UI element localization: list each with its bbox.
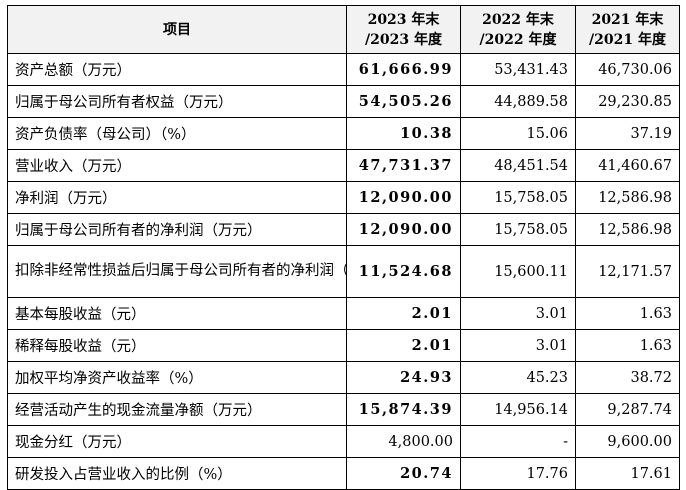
value-2022: 48,451.54 [460, 149, 576, 182]
financial-data-table: 项目 2023 年末 /2023 年度 2022 年末 /2022 年度 202… [7, 5, 680, 490]
value-2022: 15,758.05 [460, 213, 576, 246]
value-2022: 3.01 [460, 329, 576, 362]
row-label: 加权平均净资产收益率（%） [7, 361, 347, 394]
value-2022: 44,889.58 [460, 85, 576, 118]
header-2023: 2023 年末 /2023 年度 [346, 5, 461, 54]
value-2023: 11,524.68 [346, 245, 461, 298]
value-2021: 29,230.85 [575, 85, 680, 118]
header-2022-line1: 2022 年末 [482, 11, 554, 28]
row-label: 资产负债率（母公司）（%） [7, 117, 347, 150]
header-item: 项目 [7, 5, 347, 54]
row-label: 研发投入占营业收入的比例（%） [7, 457, 347, 490]
table-row: 归属于母公司所有者权益（万元） 54,505.26 44,889.58 29,2… [7, 85, 680, 118]
value-2021: 12,586.98 [575, 213, 680, 246]
value-2022: 45.23 [460, 361, 576, 394]
value-2021: 9,287.74 [575, 393, 680, 426]
value-2023: 12,090.00 [346, 181, 461, 214]
value-2023: 20.74 [346, 457, 461, 490]
value-2021: 37.19 [575, 117, 680, 150]
row-label: 营业收入（万元） [7, 149, 347, 182]
value-2023: 2.01 [346, 329, 461, 362]
table-row: 净利润（万元） 12,090.00 15,758.05 12,586.98 [7, 181, 680, 214]
table-row: 现金分红（万元） 4,800.00 - 9,600.00 [7, 425, 680, 458]
value-2022: 15,600.11 [460, 245, 576, 298]
value-2023: 54,505.26 [346, 85, 461, 118]
table-row: 经营活动产生的现金流量净额（万元） 15,874.39 14,956.14 9,… [7, 393, 680, 426]
table-header: 项目 2023 年末 /2023 年度 2022 年末 /2022 年度 202… [7, 5, 680, 54]
value-2021: 17.61 [575, 457, 680, 490]
value-2023: 12,090.00 [346, 213, 461, 246]
row-label: 归属于母公司所有者的净利润（万元） [7, 213, 347, 246]
header-2023-line1: 2023 年末 [367, 11, 440, 28]
value-2022: - [460, 425, 576, 458]
header-2022-line2: /2022 年度 [479, 31, 557, 48]
header-2021-line2: /2021 年度 [589, 31, 666, 48]
row-label: 经营活动产生的现金流量净额（万元） [7, 393, 347, 426]
header-row: 项目 2023 年末 /2023 年度 2022 年末 /2022 年度 202… [7, 5, 680, 54]
value-2022: 17.76 [460, 457, 576, 490]
row-label: 归属于母公司所有者权益（万元） [7, 85, 347, 118]
value-2022: 53,431.43 [460, 53, 576, 86]
value-2021: 38.72 [575, 361, 680, 394]
value-2021: 46,730.06 [575, 53, 680, 86]
value-2023: 4,800.00 [346, 425, 461, 458]
value-2023: 24.93 [346, 361, 461, 394]
header-2021-line1: 2021 年末 [591, 11, 664, 28]
row-label: 扣除非经常性损益后归属于母公司所有者的净利润（万元） [7, 245, 347, 298]
table-row: 研发投入占营业收入的比例（%） 20.74 17.76 17.61 [7, 457, 680, 490]
row-label: 基本每股收益（元） [7, 297, 347, 330]
table-row: 基本每股收益（元） 2.01 3.01 1.63 [7, 297, 680, 330]
table-row: 资产负债率（母公司）（%） 10.38 15.06 37.19 [7, 117, 680, 150]
value-2021: 12,586.98 [575, 181, 680, 214]
table-row: 加权平均净资产收益率（%） 24.93 45.23 38.72 [7, 361, 680, 394]
value-2023: 2.01 [346, 297, 461, 330]
value-2021: 41,460.67 [575, 149, 680, 182]
table-row: 资产总额（万元） 61,666.99 53,431.43 46,730.06 [7, 53, 680, 86]
value-2021: 12,171.57 [575, 245, 680, 298]
value-2021: 1.63 [575, 329, 680, 362]
row-label: 现金分红（万元） [7, 425, 347, 458]
table-body: 资产总额（万元） 61,666.99 53,431.43 46,730.06 归… [7, 53, 680, 490]
header-2021: 2021 年末 /2021 年度 [575, 5, 680, 54]
value-2022: 15,758.05 [460, 181, 576, 214]
value-2021: 1.63 [575, 297, 680, 330]
value-2023: 15,874.39 [346, 393, 461, 426]
value-2023: 47,731.37 [346, 149, 461, 182]
row-label: 净利润（万元） [7, 181, 347, 214]
table-row: 归属于母公司所有者的净利润（万元） 12,090.00 15,758.05 12… [7, 213, 680, 246]
table-row: 稀释每股收益（元） 2.01 3.01 1.63 [7, 329, 680, 362]
value-2023: 10.38 [346, 117, 461, 150]
table-row: 扣除非经常性损益后归属于母公司所有者的净利润（万元） 11,524.68 15,… [7, 245, 680, 298]
row-label: 稀释每股收益（元） [7, 329, 347, 362]
table-row: 营业收入（万元） 47,731.37 48,451.54 41,460.67 [7, 149, 680, 182]
header-2023-line2: /2023 年度 [365, 31, 442, 48]
value-2022: 14,956.14 [460, 393, 576, 426]
value-2023: 61,666.99 [346, 53, 461, 86]
value-2022: 15.06 [460, 117, 576, 150]
value-2021: 9,600.00 [575, 425, 680, 458]
header-2022: 2022 年末 /2022 年度 [460, 5, 576, 54]
row-label: 资产总额（万元） [7, 53, 347, 86]
value-2022: 3.01 [460, 297, 576, 330]
